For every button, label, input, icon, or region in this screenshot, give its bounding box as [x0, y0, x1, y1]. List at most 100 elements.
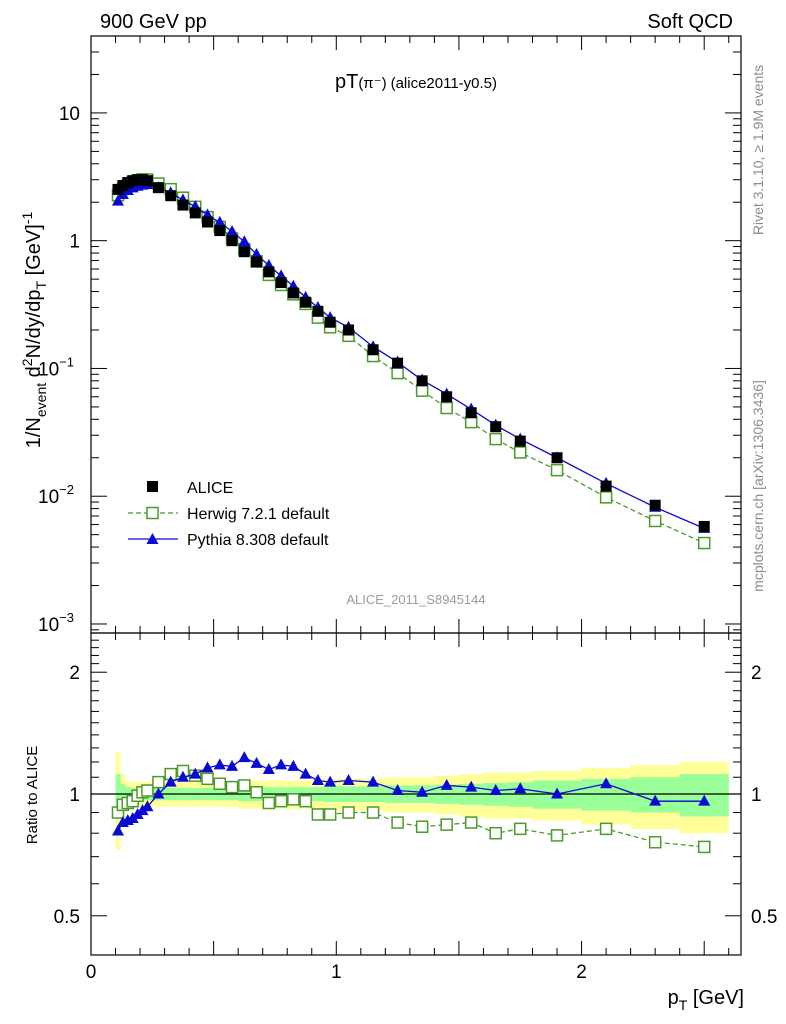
ratio-pythia-point [342, 773, 355, 785]
main-alice-point [465, 407, 477, 419]
ratio-herwig-point [464, 816, 478, 829]
ratio-pythia-point [416, 785, 429, 797]
legend-label-herwig: Herwig 7.2.1 default [187, 506, 330, 523]
ratio-y-tick-label-right: 0.5 [751, 907, 777, 928]
legend-label-pythia: Pythia 8.308 default [187, 532, 329, 549]
ratio-y-tick-label-left: 0.5 [54, 907, 80, 928]
main-alice-point [490, 421, 502, 433]
legend-marker-alice [147, 481, 158, 492]
x-tick-label: 0 [86, 962, 97, 983]
ratio-herwig-point [299, 794, 312, 808]
main-herwig-point [648, 514, 662, 528]
header-left: 900 GeV pp [100, 11, 207, 33]
ratio-pythia-point [324, 775, 337, 787]
main-alice-point [263, 266, 275, 278]
main-alice-point [514, 435, 526, 447]
ratio-pythia-point [141, 800, 154, 812]
ratio-herwig-point [287, 793, 300, 806]
ratio-pythia-point [213, 758, 226, 770]
ratio-herwig-point [366, 806, 380, 819]
ratio-y-axis-label: Ratio to ALICE [24, 746, 41, 844]
ratio-herwig-point [311, 808, 325, 821]
ratio-pythia-point [111, 824, 124, 836]
ratio-pythia-point [299, 767, 312, 779]
ratio-herwig-point [238, 779, 251, 792]
main-alice-series [112, 174, 710, 532]
main-herwig-point [440, 401, 453, 415]
legend-marker-pythia [146, 533, 159, 544]
ratio-pythia-point [489, 784, 502, 796]
ratio-herwig-point [225, 780, 239, 794]
mcplots-label: mcplots.cern.ch [arXiv:1306.3436] [750, 380, 766, 592]
ratio-pythia-point [226, 759, 239, 771]
y-tick-base: 10 [38, 615, 59, 636]
main-herwig-point [415, 384, 429, 397]
y-tick-label: 10−2 [38, 482, 74, 508]
ylabel-c: d [23, 366, 45, 383]
ylabel-e: N/dy/dp [23, 289, 45, 358]
ylabel-b: event [33, 383, 49, 417]
ratio-pythia-point [367, 775, 380, 787]
main-alice-point [287, 287, 299, 299]
main-alice-point [300, 296, 312, 308]
ratio-herwig-point [262, 796, 276, 810]
main-pythia-point [238, 235, 251, 247]
legend-marker-herwig [146, 506, 159, 520]
main-alice-point [251, 256, 263, 268]
ratio-pythia-point [287, 759, 300, 771]
ratio-y-tick-label-left: 1 [69, 785, 80, 806]
y-tick-label: 10−1 [38, 354, 74, 380]
main-herwig-point [550, 463, 564, 477]
ratio-herwig-point [550, 829, 564, 842]
main-alice-point [177, 199, 189, 211]
title-main: pT [335, 71, 358, 93]
ratio-y-tick-label-right: 2 [751, 663, 762, 684]
ratio-pythia-point [275, 758, 288, 770]
ratio-pythia-point [201, 761, 214, 773]
ratio-pythia-point [189, 767, 202, 779]
main-alice-point [141, 175, 153, 187]
xlabel-b: T [679, 997, 688, 1013]
main-alice-point [275, 277, 287, 289]
y-tick-base: 10 [38, 359, 59, 380]
main-alice-point [165, 190, 177, 202]
main-alice-point [367, 344, 379, 356]
ratio-herwig-point [274, 794, 288, 808]
ratio-pythia-point [262, 762, 275, 774]
y-tick-exponent: −2 [59, 482, 74, 497]
main-alice-point [152, 182, 164, 194]
ylabel-h: -1 [19, 212, 35, 225]
ratio-pythia-point [311, 773, 324, 785]
main-alice-point [226, 235, 238, 247]
ylabel-a: 1/N [23, 417, 45, 448]
analysis-watermark: ALICE_2011_S8945144 [346, 592, 485, 607]
ylabel-f: T [33, 280, 49, 289]
ratio-pythia-point [250, 756, 263, 768]
main-alice-point [600, 480, 612, 492]
ratio-herwig-point [342, 806, 355, 819]
main-alice-point [238, 246, 250, 258]
main-pythia-point [213, 215, 226, 227]
ratio-herwig-point [599, 822, 613, 836]
ratio-herwig-point [415, 820, 429, 833]
main-herwig-point [464, 415, 478, 429]
ratio-y-tick-label-right: 1 [751, 785, 762, 806]
title-tag: (alice2011-y0.5) [391, 75, 497, 92]
main-alice-point [343, 324, 355, 336]
xlabel-c: [GeV] [687, 987, 744, 1009]
plot-title: pT(π⁻) (alice2011-y0.5) [335, 71, 497, 93]
main-alice-point [649, 499, 661, 511]
main-herwig-point [697, 536, 711, 550]
ratio-herwig-point [391, 816, 404, 829]
legend: ALICE Herwig 7.2.1 default Pythia 8.308 … [128, 480, 330, 549]
main-pythia-point [111, 194, 124, 206]
rivet-version-label: Rivet 3.1.10, ≥ 1.9M events [750, 65, 766, 235]
main-herwig-point [513, 446, 527, 459]
ratio-pythia-point [164, 775, 177, 787]
title-particle: (π⁻) [358, 75, 386, 92]
ratio-pythia-point [514, 782, 527, 794]
main-alice-point [551, 452, 563, 464]
ratio-herwig-point [201, 772, 214, 786]
ratio-pythia-point [152, 787, 165, 799]
